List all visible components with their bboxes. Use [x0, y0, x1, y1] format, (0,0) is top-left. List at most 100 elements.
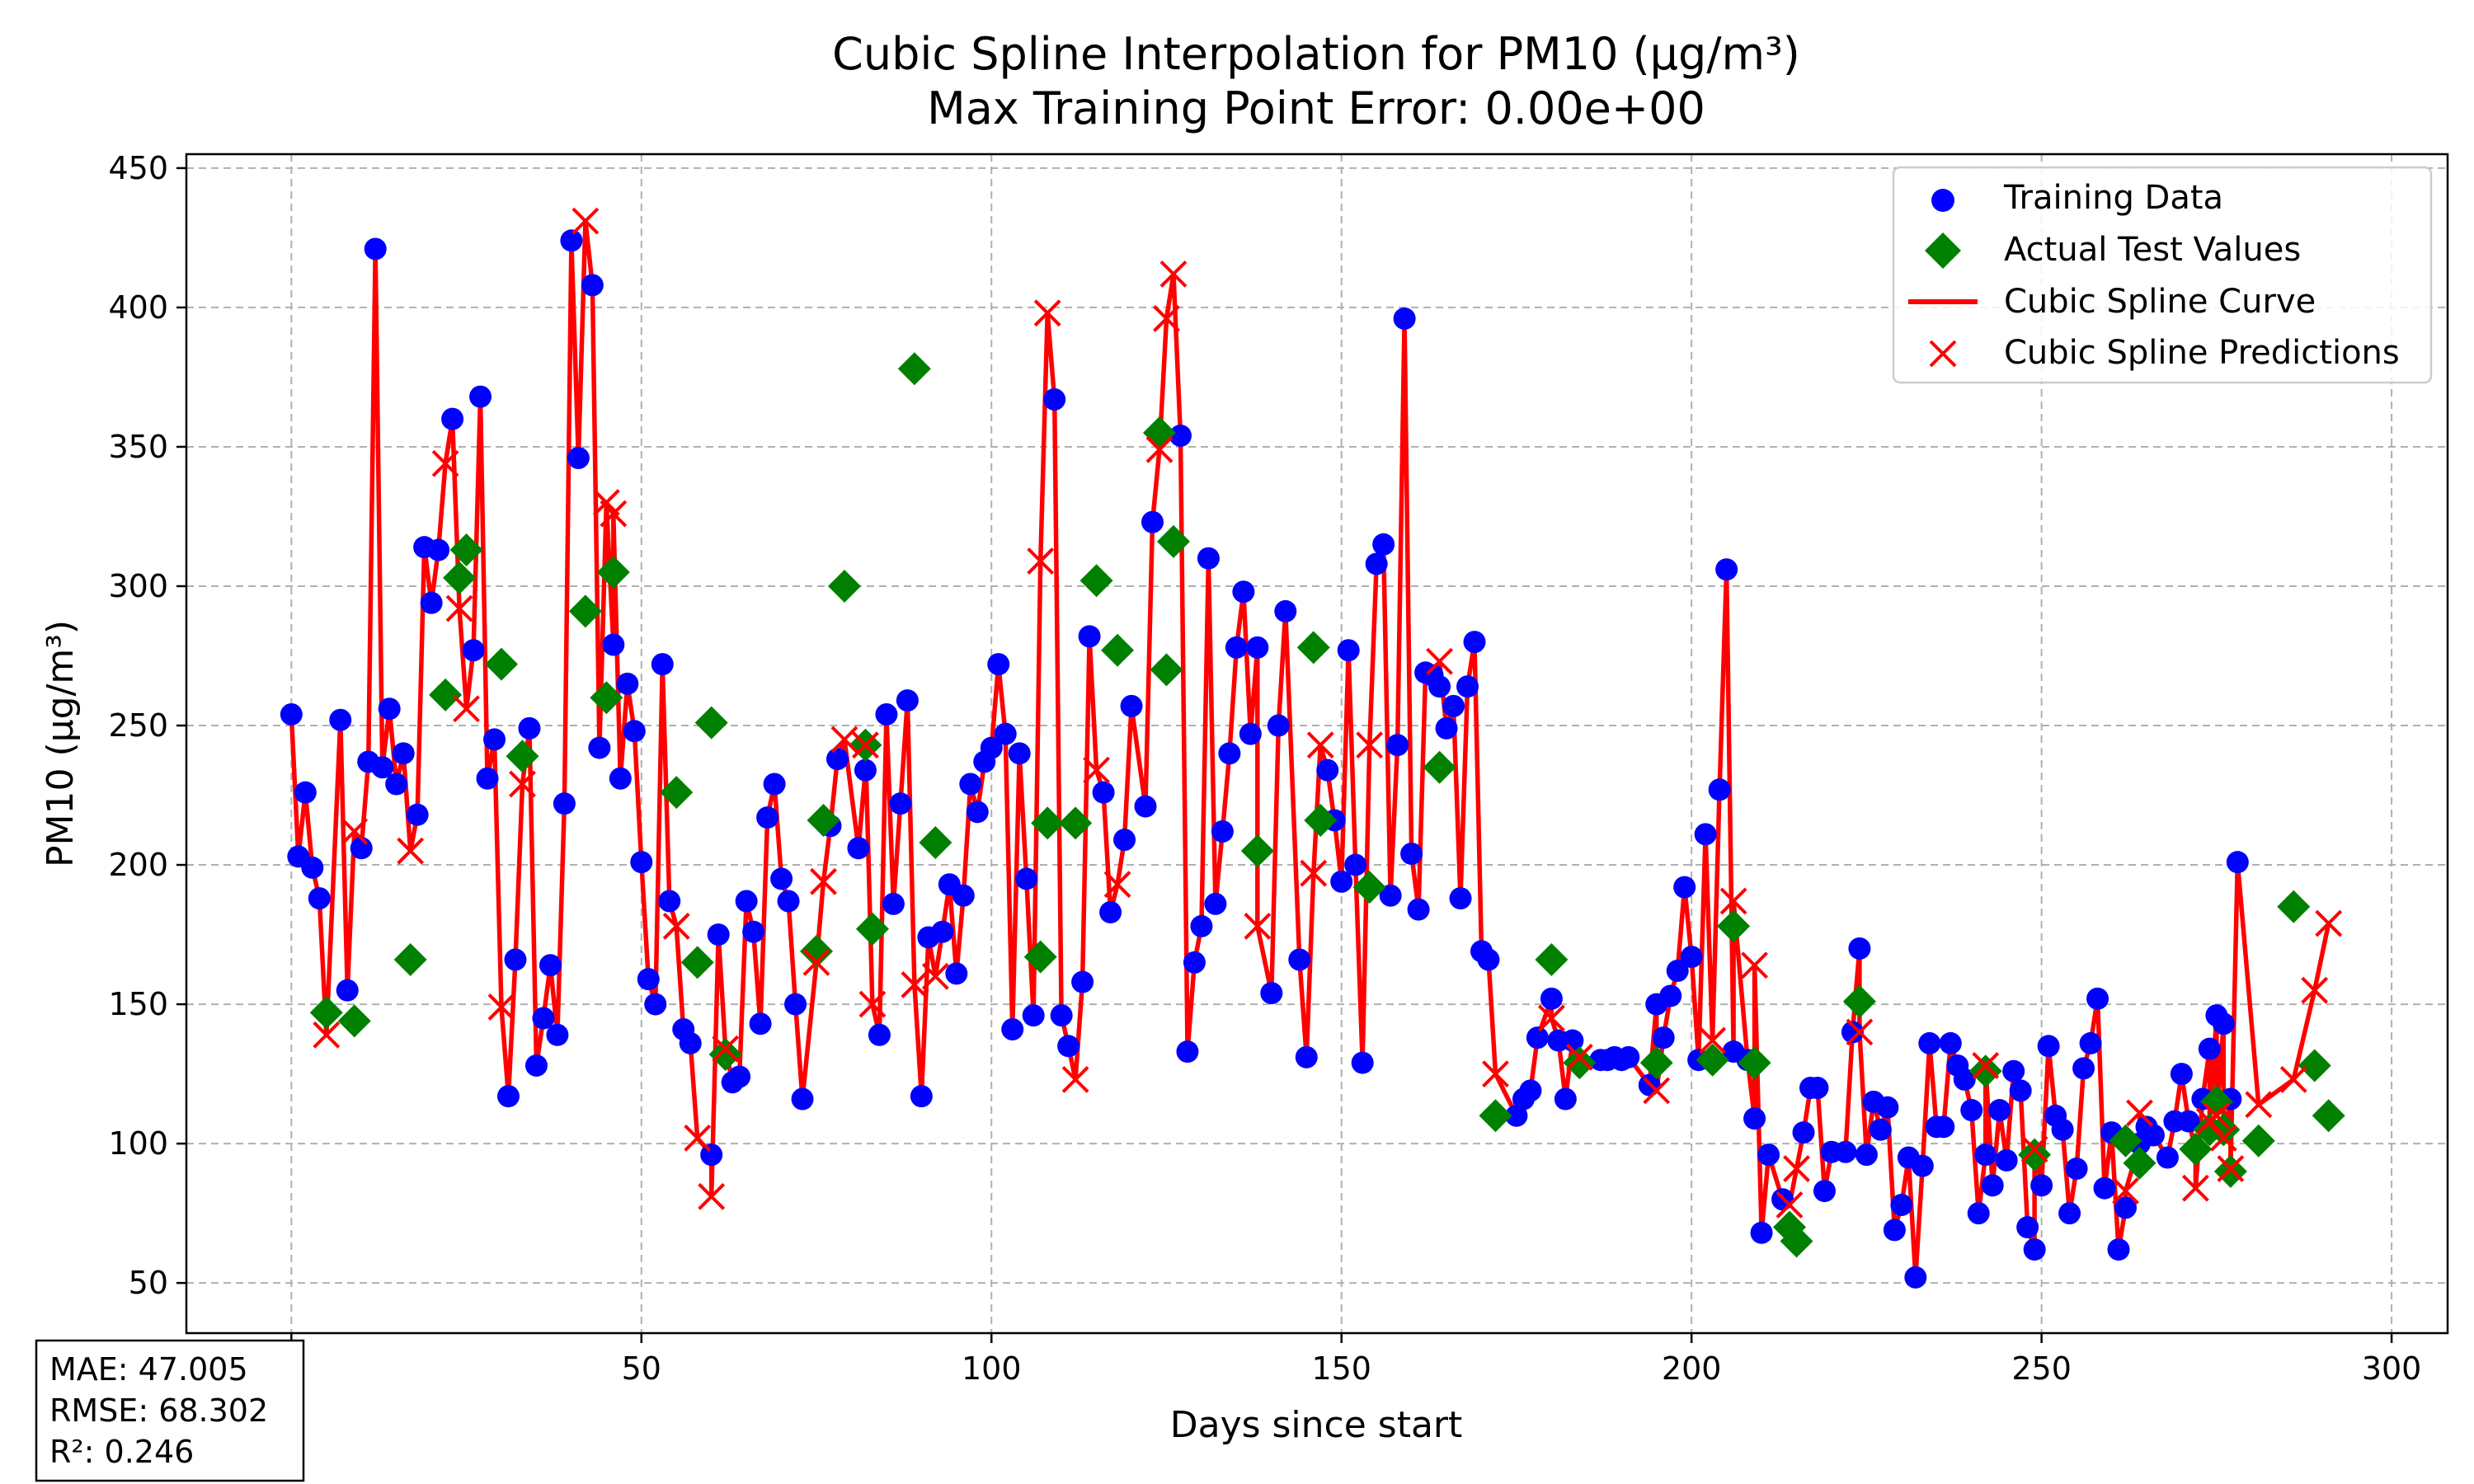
- training-point: [427, 538, 450, 561]
- training-point: [1932, 1115, 1955, 1139]
- training-point: [1120, 694, 1143, 717]
- training-point: [1274, 599, 1297, 622]
- training-point: [882, 892, 905, 915]
- actual-test-point: [1563, 1046, 1597, 1080]
- data-points-layer: [280, 207, 2345, 1289]
- training-point: [1337, 639, 1360, 662]
- training-point: [1428, 675, 1451, 698]
- prediction-point: [858, 990, 887, 1018]
- training-point: [1043, 387, 1066, 411]
- training-point: [1197, 547, 1220, 570]
- actual-test-point: [1717, 909, 1751, 943]
- training-point: [630, 851, 653, 874]
- y-tick-label: 300: [108, 568, 168, 604]
- actual-test-point: [568, 594, 602, 628]
- actual-test-point: [660, 776, 694, 810]
- prediction-point: [802, 948, 830, 976]
- training-point: [1211, 819, 1234, 843]
- actual-test-point: [2298, 1049, 2331, 1082]
- training-point: [1750, 1221, 1773, 1244]
- training-point: [1372, 533, 1395, 556]
- training-point: [1008, 742, 1031, 765]
- training-point: [1694, 823, 1717, 846]
- training-point: [2037, 1035, 2060, 1058]
- training-point: [1463, 631, 1486, 654]
- actual-test-point: [1031, 806, 1065, 840]
- training-point: [987, 653, 1010, 676]
- actual-test-point: [680, 946, 714, 979]
- training-point: [1855, 1144, 1878, 1167]
- training-point: [749, 1012, 772, 1036]
- actual-test-point: [393, 942, 427, 976]
- training-point: [1442, 694, 1465, 717]
- y-tick-label: 200: [108, 847, 168, 883]
- training-point: [854, 758, 877, 782]
- training-point: [980, 736, 1003, 759]
- training-point: [2177, 1110, 2200, 1133]
- training-point: [2002, 1059, 2025, 1082]
- training-point: [2170, 1063, 2193, 1086]
- training-point: [329, 708, 352, 731]
- legend-frame: [1892, 166, 2433, 384]
- training-point: [889, 792, 912, 815]
- actual-test-point: [2199, 1085, 2233, 1119]
- training-point: [504, 948, 527, 971]
- actual-test-point: [1304, 803, 1338, 837]
- metrics-frame: [35, 1339, 305, 1482]
- prediction-point: [2181, 1174, 2209, 1202]
- actual-test-point: [309, 996, 343, 1030]
- training-point: [539, 954, 562, 977]
- training-point: [994, 722, 1017, 745]
- training-point: [770, 867, 793, 890]
- x-tick-label: 300: [2362, 1350, 2422, 1387]
- training-point: [497, 1085, 520, 1108]
- training-point: [588, 736, 611, 759]
- training-point: [1078, 625, 1101, 648]
- actual-test-point: [2018, 1138, 2052, 1172]
- actual-test-point: [1535, 942, 1569, 976]
- prediction-point: [1103, 871, 1131, 899]
- actual-test-point: [1156, 524, 1190, 558]
- x-tick-label: 200: [1662, 1350, 1722, 1387]
- training-point: [1330, 870, 1353, 893]
- prediction-point: [712, 1035, 740, 1063]
- metric-mae: MAE: 47.005: [49, 1351, 248, 1388]
- training-point: [1967, 1202, 1990, 1225]
- training-point: [1393, 307, 1416, 330]
- prediction-point: [341, 818, 369, 845]
- legend-marker-predictions: [1929, 340, 1957, 368]
- training-point: [616, 672, 639, 695]
- prediction-point: [431, 449, 459, 477]
- prediction-point: [901, 971, 929, 998]
- prediction-point: [1244, 913, 1272, 940]
- training-point: [1995, 1148, 2018, 1172]
- actual-test-point: [1696, 1043, 1729, 1077]
- training-point: [910, 1085, 933, 1108]
- actual-test-point: [1738, 1046, 1771, 1080]
- training-point: [1939, 1031, 1962, 1054]
- training-point: [1183, 951, 1206, 974]
- training-point: [2156, 1146, 2179, 1169]
- legend-label-predictions: Cubic Spline Predictions: [2004, 334, 2400, 372]
- training-point: [1806, 1077, 1829, 1100]
- training-point: [1295, 1045, 1318, 1068]
- actual-test-point: [1079, 564, 1113, 598]
- training-point: [1169, 424, 1192, 447]
- prediction-point: [2112, 1177, 2139, 1205]
- training-point: [1260, 982, 1283, 1005]
- training-point: [952, 884, 975, 907]
- y-axis-label: PM10 (μg/m³): [40, 620, 82, 867]
- training-point: [825, 748, 849, 771]
- training-point: [1680, 946, 1703, 969]
- actual-test-point: [1780, 1224, 1813, 1258]
- training-point: [959, 773, 982, 796]
- actual-test-point: [807, 803, 840, 837]
- training-point: [476, 767, 499, 790]
- training-point: [1904, 1266, 1927, 1289]
- prediction-point: [397, 837, 425, 865]
- training-point: [1204, 892, 1227, 915]
- training-point: [966, 801, 989, 824]
- training-point: [1134, 795, 1157, 818]
- actual-test-point: [800, 934, 834, 968]
- prediction-point: [1741, 951, 1768, 979]
